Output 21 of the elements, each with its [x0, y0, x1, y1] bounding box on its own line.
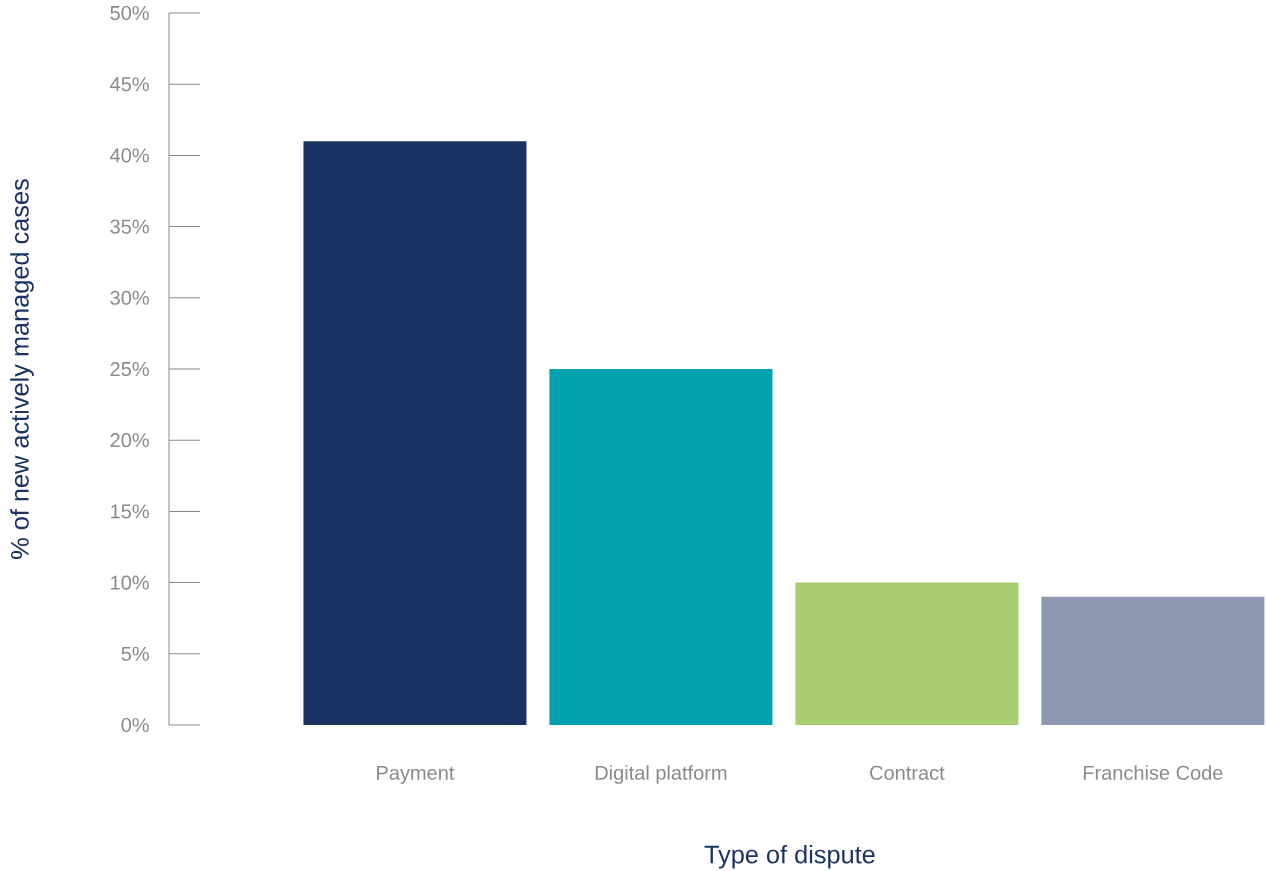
- bar: [549, 369, 773, 725]
- x-tick-label: Digital platform: [595, 765, 727, 784]
- y-tick-label: 25%: [110, 361, 149, 377]
- y-tick-label: 5%: [121, 646, 149, 661]
- x-tick-label: Payment: [377, 765, 455, 784]
- y-axis-title: % of new actively managed cases: [10, 179, 34, 559]
- y-tick-label: 40%: [110, 148, 149, 163]
- y-tick-label: 45%: [110, 77, 149, 92]
- bar: [1041, 596, 1265, 725]
- y-tick-label: 30%: [110, 290, 149, 305]
- x-axis-title: Type of dispute: [704, 844, 875, 869]
- bar: [795, 582, 1019, 725]
- y-tick-label: 10%: [111, 575, 149, 590]
- y-tick-label: 50%: [110, 5, 149, 21]
- bar: [303, 141, 527, 725]
- y-tick-label: 15%: [111, 504, 149, 519]
- y-tick-label: 35%: [110, 219, 149, 234]
- x-tick-label: Franchise Code: [1083, 765, 1223, 780]
- y-tick-label: 0%: [121, 717, 149, 733]
- x-tick-label: Contract: [870, 765, 945, 780]
- y-tick-label: 20%: [110, 433, 149, 448]
